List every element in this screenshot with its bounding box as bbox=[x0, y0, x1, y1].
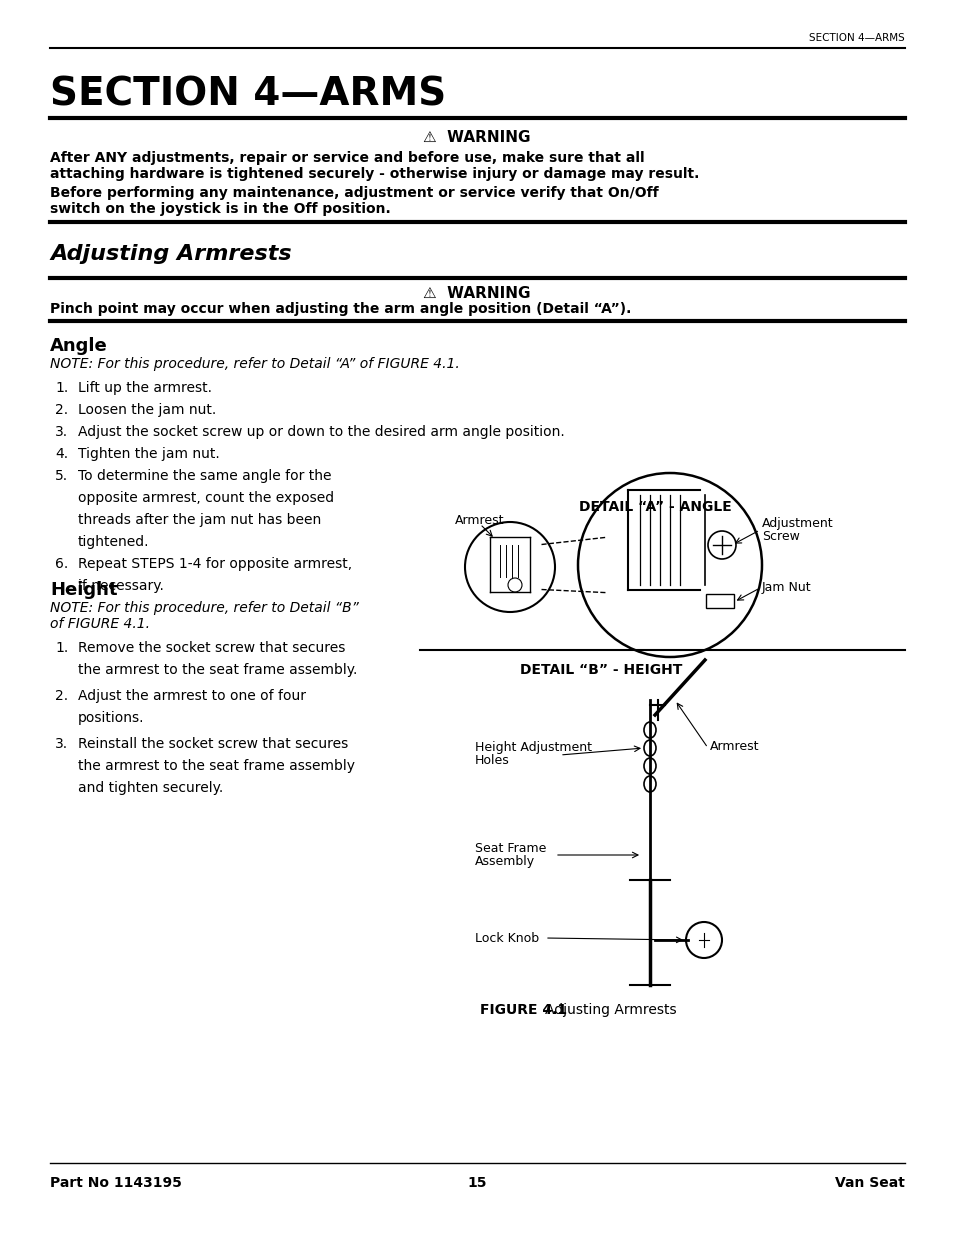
Text: Angle: Angle bbox=[50, 337, 108, 354]
Text: 3.: 3. bbox=[55, 737, 68, 751]
Text: Remove the socket screw that secures: Remove the socket screw that secures bbox=[78, 641, 345, 655]
Text: if necessary.: if necessary. bbox=[78, 579, 164, 593]
Text: DETAIL “A” - ANGLE: DETAIL “A” - ANGLE bbox=[578, 500, 731, 514]
Text: NOTE: For this procedure, refer to Detail “B”: NOTE: For this procedure, refer to Detai… bbox=[50, 601, 358, 615]
Text: Loosen the jam nut.: Loosen the jam nut. bbox=[78, 403, 216, 417]
Text: Van Seat: Van Seat bbox=[834, 1176, 904, 1191]
Text: switch on the joystick is in the Off position.: switch on the joystick is in the Off pos… bbox=[50, 203, 391, 216]
Text: Part No 1143195: Part No 1143195 bbox=[50, 1176, 182, 1191]
Bar bbox=[705, 594, 733, 608]
Text: ⚠  WARNING: ⚠ WARNING bbox=[423, 285, 530, 300]
Text: Holes: Holes bbox=[475, 755, 509, 767]
Text: SECTION 4—ARMS: SECTION 4—ARMS bbox=[808, 33, 904, 43]
Text: and tighten securely.: and tighten securely. bbox=[78, 781, 223, 795]
Text: positions.: positions. bbox=[78, 711, 144, 725]
Text: Before performing any maintenance, adjustment or service verify that On/Off: Before performing any maintenance, adjus… bbox=[50, 186, 658, 200]
Text: To determine the same angle for the: To determine the same angle for the bbox=[78, 469, 331, 483]
Text: Height: Height bbox=[50, 580, 117, 599]
Text: 1.: 1. bbox=[55, 382, 69, 395]
Text: 1.: 1. bbox=[55, 641, 69, 655]
Text: After ANY adjustments, repair or service and before use, make sure that all: After ANY adjustments, repair or service… bbox=[50, 151, 644, 165]
Text: threads after the jam nut has been: threads after the jam nut has been bbox=[78, 513, 321, 527]
Ellipse shape bbox=[643, 776, 656, 792]
Text: Adjusting Armrests: Adjusting Armrests bbox=[544, 1003, 676, 1016]
Text: Lock Knob: Lock Knob bbox=[475, 931, 538, 945]
Text: Assembly: Assembly bbox=[475, 856, 535, 868]
Text: Armrest: Armrest bbox=[455, 515, 504, 527]
Text: Adjust the socket screw up or down to the desired arm angle position.: Adjust the socket screw up or down to th… bbox=[78, 425, 564, 438]
Text: DETAIL “B” - HEIGHT: DETAIL “B” - HEIGHT bbox=[519, 663, 681, 677]
Text: ⚠  WARNING: ⚠ WARNING bbox=[423, 130, 530, 144]
Text: Reinstall the socket screw that secures: Reinstall the socket screw that secures bbox=[78, 737, 348, 751]
Text: attaching hardware is tightened securely - otherwise injury or damage may result: attaching hardware is tightened securely… bbox=[50, 167, 699, 182]
Text: opposite armrest, count the exposed: opposite armrest, count the exposed bbox=[78, 492, 334, 505]
Text: Armrest: Armrest bbox=[709, 741, 759, 753]
Text: Jam Nut: Jam Nut bbox=[761, 582, 811, 594]
Text: Screw: Screw bbox=[761, 531, 799, 543]
Text: Lift up the armrest.: Lift up the armrest. bbox=[78, 382, 212, 395]
Text: Adjust the armrest to one of four: Adjust the armrest to one of four bbox=[78, 689, 306, 703]
Ellipse shape bbox=[643, 758, 656, 774]
Text: Adjustment: Adjustment bbox=[761, 516, 833, 530]
Text: Pinch point may occur when adjusting the arm angle position (Detail “A”).: Pinch point may occur when adjusting the… bbox=[50, 303, 631, 316]
Text: 3.: 3. bbox=[55, 425, 68, 438]
Ellipse shape bbox=[643, 740, 656, 756]
Text: 6.: 6. bbox=[55, 557, 69, 571]
Text: the armrest to the seat frame assembly.: the armrest to the seat frame assembly. bbox=[78, 663, 357, 677]
Text: tightened.: tightened. bbox=[78, 535, 150, 550]
Text: NOTE: For this procedure, refer to Detail “A” of FIGURE 4.1.: NOTE: For this procedure, refer to Detai… bbox=[50, 357, 459, 370]
Text: 2.: 2. bbox=[55, 403, 68, 417]
Text: Seat Frame: Seat Frame bbox=[475, 841, 546, 855]
Text: Height Adjustment: Height Adjustment bbox=[475, 741, 592, 753]
Ellipse shape bbox=[643, 722, 656, 739]
Text: 4.: 4. bbox=[55, 447, 68, 461]
Text: Repeat STEPS 1-4 for opposite armrest,: Repeat STEPS 1-4 for opposite armrest, bbox=[78, 557, 352, 571]
Text: Tighten the jam nut.: Tighten the jam nut. bbox=[78, 447, 219, 461]
Text: Adjusting Armrests: Adjusting Armrests bbox=[50, 245, 292, 264]
Text: 15: 15 bbox=[467, 1176, 486, 1191]
Text: 5.: 5. bbox=[55, 469, 68, 483]
Text: SECTION 4—ARMS: SECTION 4—ARMS bbox=[50, 77, 446, 114]
Text: 2.: 2. bbox=[55, 689, 68, 703]
Text: of FIGURE 4.1.: of FIGURE 4.1. bbox=[50, 618, 150, 631]
Text: FIGURE 4.1: FIGURE 4.1 bbox=[479, 1003, 566, 1016]
Text: the armrest to the seat frame assembly: the armrest to the seat frame assembly bbox=[78, 760, 355, 773]
